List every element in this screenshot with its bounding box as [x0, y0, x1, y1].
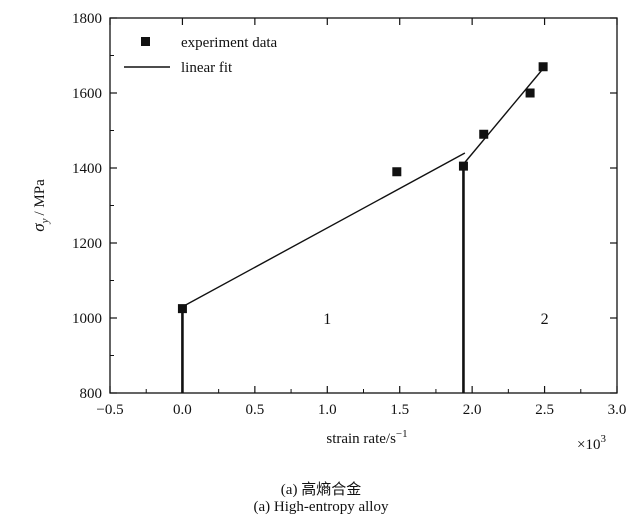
caption-english: (a) High-entropy alloy	[253, 499, 389, 515]
y-tick-label: 1000	[72, 311, 102, 327]
data-point	[525, 88, 535, 98]
x-tick-label: 0.5	[245, 402, 264, 418]
legend-label-line: linear fit	[181, 60, 233, 76]
x-tick-label: 0.0	[173, 402, 192, 418]
data-point	[479, 129, 489, 139]
caption-chinese: (a) 高熵合金	[280, 482, 362, 498]
x-tick-label: 1.5	[390, 402, 409, 418]
data-point	[458, 161, 468, 171]
x-tick-label: 2.5	[535, 402, 554, 418]
x-axis-multiplier: ×103	[577, 433, 606, 453]
region-label: 1	[323, 311, 331, 328]
x-tick-label: 2.0	[463, 402, 482, 418]
x-tick-label: 3.0	[608, 402, 627, 418]
y-axis-title: σy/ MPa	[29, 179, 51, 232]
y-tick-label: 1800	[72, 11, 102, 27]
chart-svg: −0.5 0.0 0.5 1.0 1.5 2.0 2.5 3.0 800 1000 1200 1400…	[29, 11, 627, 453]
x-tick-label: 1.0	[318, 402, 337, 418]
fit-line-segment	[464, 68, 544, 163]
x-tick-label: −0.5	[96, 402, 123, 418]
region-label: 2	[541, 311, 549, 328]
data-point	[392, 167, 402, 177]
y-tick-label: 1600	[72, 86, 102, 102]
data-point	[177, 304, 187, 314]
legend-label-points: experiment data	[181, 35, 278, 51]
y-tick-label: 800	[80, 386, 103, 402]
x-axis-title: strain rate/s−1	[326, 428, 407, 447]
data-point	[538, 62, 548, 72]
legend-marker-points	[141, 37, 150, 46]
fit-line-segment	[182, 152, 466, 308]
y-tick-label: 1200	[72, 236, 102, 252]
y-tick-label: 1400	[72, 161, 102, 177]
